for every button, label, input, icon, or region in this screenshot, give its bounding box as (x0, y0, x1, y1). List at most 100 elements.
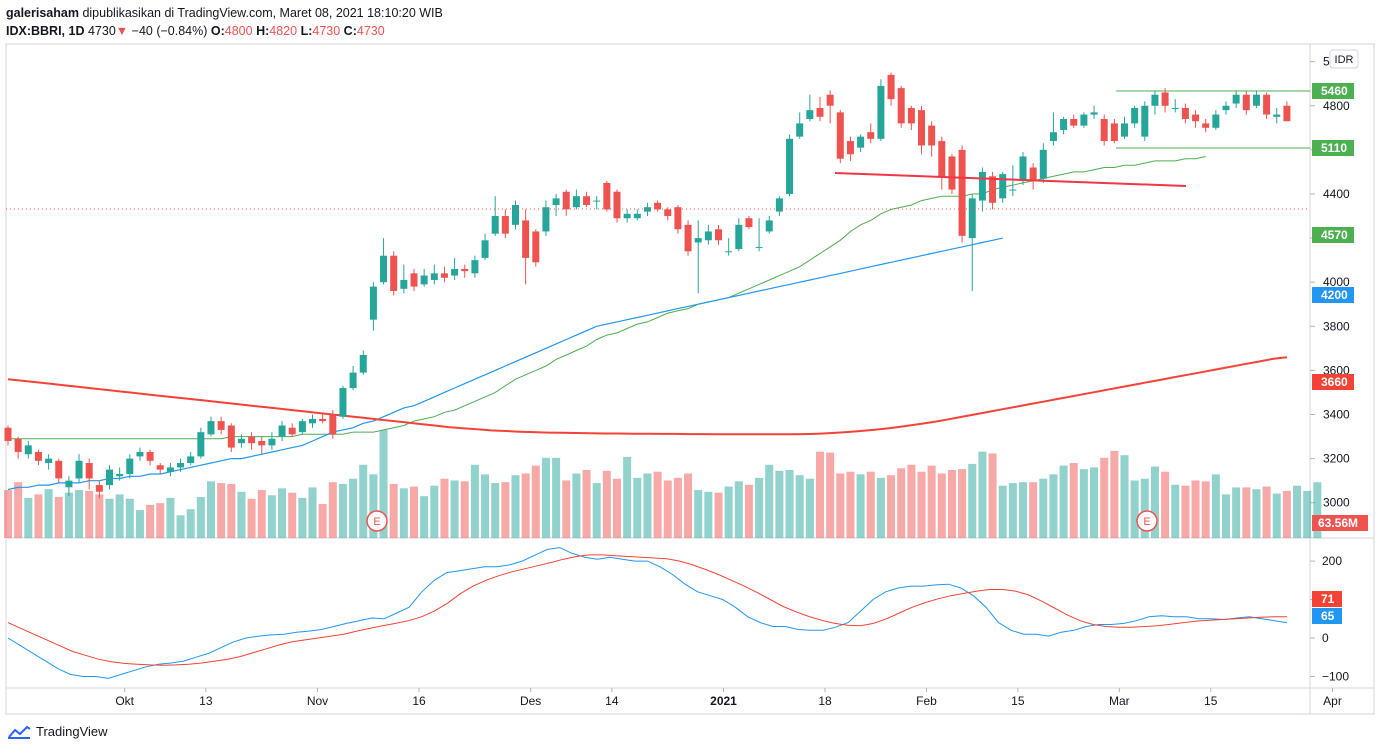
high-label: H: (256, 24, 270, 38)
ohlc-line: IDX:BBRI, 1D 4730▼ −40 (−0.84%) O:4800 H… (6, 22, 443, 40)
candle (715, 224, 722, 245)
candle (75, 454, 83, 483)
price-axis[interactable]: 3000320034003600380040004200440046004800… (1310, 55, 1350, 510)
candle (704, 224, 712, 245)
volume-bar (511, 475, 520, 538)
volume-bar (744, 484, 753, 538)
volume-bar (694, 490, 703, 538)
candle (166, 463, 174, 477)
volume-bar (460, 481, 469, 538)
candle (522, 209, 530, 285)
candle (1141, 101, 1149, 142)
candle (1252, 90, 1260, 108)
volume-bar (328, 482, 337, 538)
candle (207, 416, 215, 437)
volume-bar (1100, 457, 1109, 538)
svg-text:18: 18 (818, 694, 832, 708)
candle (258, 436, 266, 455)
volume-bar (1282, 490, 1291, 538)
volume-bar (481, 474, 490, 538)
volume-bar (196, 497, 205, 538)
volume-bar (602, 470, 611, 538)
candle (897, 85, 905, 128)
svg-text:3800: 3800 (1323, 319, 1350, 333)
time-tick: 15 (1204, 688, 1218, 708)
earnings-event-2[interactable]: E (1136, 510, 1158, 532)
volume-bar (1201, 481, 1210, 538)
candle (572, 189, 580, 210)
time-tick: 18 (818, 688, 832, 708)
candle (440, 266, 448, 283)
candle (1222, 101, 1230, 115)
volume-bar (4, 490, 12, 538)
volume-bar (257, 490, 266, 538)
candle (867, 123, 875, 144)
earnings-event-1[interactable]: E (366, 510, 388, 532)
candle (187, 451, 195, 466)
candle (725, 238, 733, 256)
volume-bar (105, 498, 114, 538)
time-tick: Mar (1109, 688, 1130, 708)
stoch-d-line (7, 554, 1287, 666)
volume-bar (1211, 474, 1220, 538)
candle (136, 447, 144, 461)
volume-bar (734, 481, 743, 538)
candle (461, 264, 469, 278)
svg-text:5460: 5460 (1321, 84, 1348, 98)
candle (298, 418, 306, 435)
volume-bar (633, 477, 642, 538)
svg-text:3660: 3660 (1321, 375, 1348, 389)
volume-bar (1069, 463, 1078, 538)
ma-blue-line (7, 237, 1003, 491)
candle (106, 465, 113, 490)
currency-badge[interactable]: IDR (1329, 49, 1359, 69)
publisher-name[interactable]: galerisaham (6, 6, 79, 20)
candle (989, 171, 997, 210)
candle (999, 171, 1007, 203)
candles (4, 72, 1291, 499)
volume-bar (1008, 483, 1017, 538)
candle (887, 72, 895, 106)
volume-bar (968, 463, 977, 538)
footer-brand[interactable]: TradingView (6, 724, 108, 739)
volume-bar (1150, 466, 1159, 538)
time-tick: Okt (115, 688, 135, 708)
low-value: 4730 (312, 24, 341, 38)
volume-bar (146, 504, 155, 538)
volume-bar (917, 471, 926, 538)
price-tick: 4400 (1310, 187, 1350, 201)
candle (948, 154, 956, 194)
svg-text:Feb: Feb (916, 694, 937, 708)
volume-bar (795, 475, 804, 538)
candle (583, 191, 591, 208)
svg-text:0: 0 (1322, 631, 1329, 645)
time-axis[interactable]: Okt 13 Nov 16 Des 14 2021 18 Feb 15 Mar 15 Apr (115, 688, 1342, 708)
volume-bar (1059, 465, 1068, 538)
candle (1283, 101, 1291, 122)
volume-bar (876, 477, 885, 538)
volume-bar (846, 471, 855, 538)
volume-bar (1191, 480, 1200, 538)
candle (1060, 116, 1068, 135)
candle (430, 264, 438, 285)
volume-bar (440, 478, 449, 538)
candle (1202, 118, 1210, 133)
candle (339, 385, 347, 419)
brand-name: TradingView (36, 724, 108, 739)
candle (156, 463, 164, 475)
volume-bar (85, 490, 94, 538)
volume-bar (34, 494, 43, 538)
volume-bar (125, 498, 134, 538)
candle (1110, 118, 1118, 144)
volume-bar (826, 452, 835, 538)
volume-bar (531, 465, 540, 538)
volume-bar (1079, 469, 1088, 538)
volume-bar (501, 482, 510, 538)
candle (1212, 110, 1220, 131)
volume-bar (866, 471, 875, 538)
svg-text:E: E (373, 516, 380, 528)
candle (918, 105, 925, 155)
badge-stoch-k: 65 (1312, 608, 1342, 624)
trendline[interactable] (834, 172, 1187, 187)
